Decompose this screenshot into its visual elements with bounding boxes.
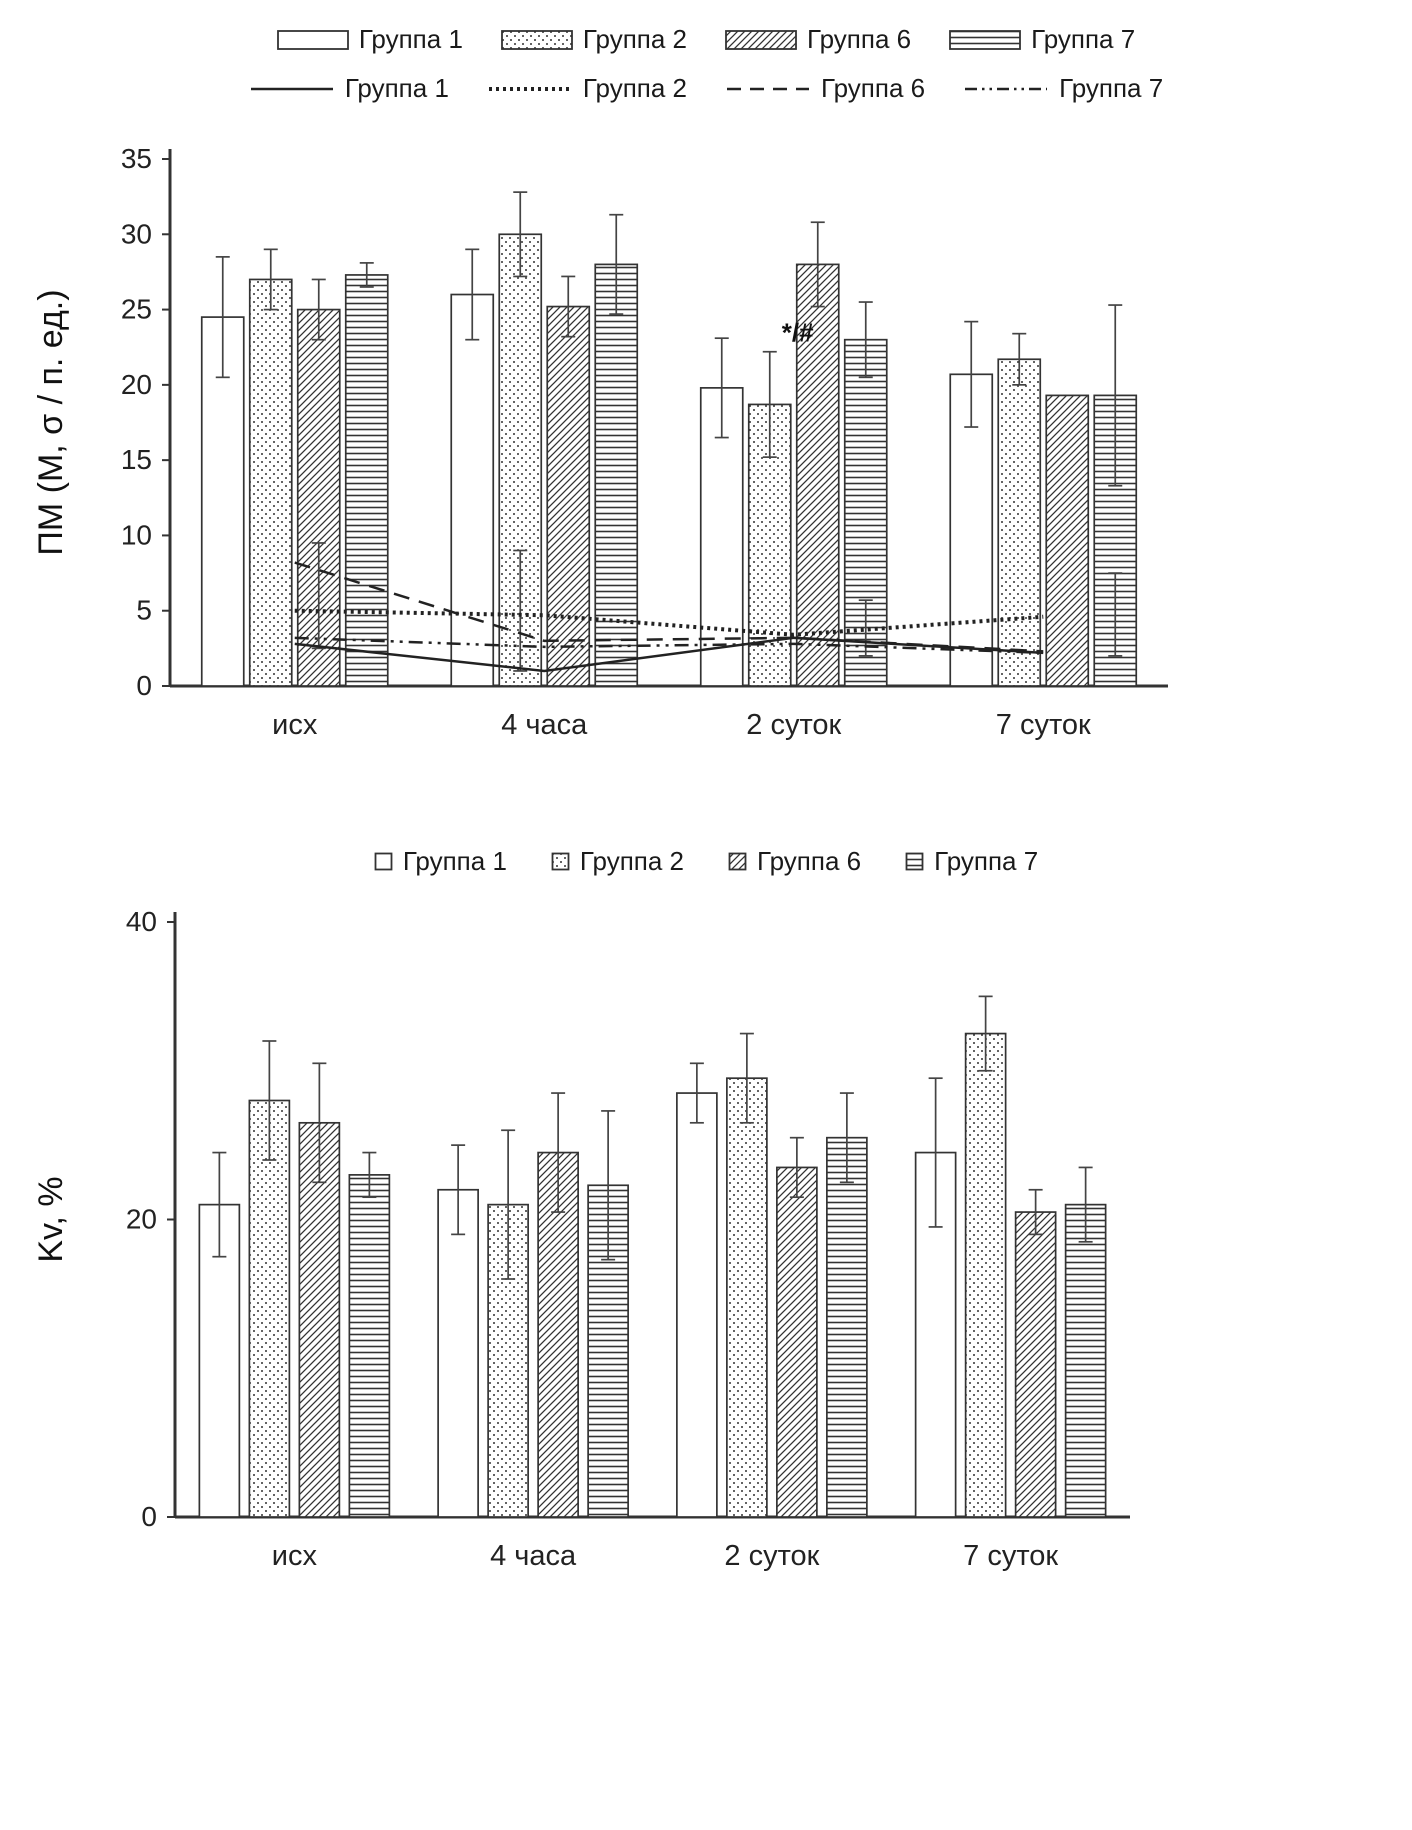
y-tick-label: 15 bbox=[121, 444, 152, 475]
bar-swatch-plain-icon bbox=[276, 29, 349, 50]
legend-label: Группа 1 bbox=[344, 73, 449, 103]
legend-item-group1-line: Группа 1 bbox=[249, 73, 449, 104]
bar-plain bbox=[200, 316, 245, 687]
square-swatch-diag-icon bbox=[728, 852, 747, 871]
line-swatch-dashed-icon bbox=[727, 87, 809, 90]
legend-label: Группа 2 bbox=[579, 846, 684, 876]
bar-diag bbox=[776, 1166, 818, 1518]
trend-line-solid bbox=[294, 636, 1044, 673]
y-axis-title: Kv, % bbox=[32, 1176, 70, 1262]
legend-label: Группа 6 bbox=[821, 73, 926, 103]
figure: Группа 1 Группа 2 Группа 6 Группа 7 Груп… bbox=[0, 0, 1412, 1637]
bar-hlines bbox=[594, 263, 639, 687]
y-tick-label: 20 bbox=[126, 1204, 157, 1235]
legend-item-group7-sq: Группа 7 bbox=[905, 846, 1038, 877]
x-tick-label: 2 суток bbox=[746, 709, 841, 741]
legend-label: Группа 2 bbox=[582, 24, 687, 54]
legend-item-group7-line: Группа 7 bbox=[963, 73, 1163, 104]
bar-dots bbox=[964, 1032, 1007, 1518]
y-tick-label: 40 bbox=[126, 906, 157, 937]
bar-dots bbox=[248, 1099, 291, 1518]
x-tick-label: 7 суток bbox=[996, 709, 1091, 741]
legend-label: Группа 1 bbox=[402, 846, 507, 876]
legend-item-group2-bar: Группа 2 bbox=[501, 24, 687, 55]
bar-diag bbox=[1014, 1211, 1057, 1518]
y-tick-label: 30 bbox=[121, 218, 152, 249]
bar-diag bbox=[546, 305, 591, 687]
legend-item-group7-bar: Группа 7 bbox=[949, 24, 1135, 55]
legend-item-group1-bar: Группа 1 bbox=[276, 24, 463, 55]
bar-swatch-dots-icon bbox=[501, 29, 573, 50]
legend-label: Группа 7 bbox=[934, 846, 1039, 876]
bar-diag bbox=[537, 1151, 579, 1518]
kv-chart-legend: Группа 1 Группа 2 Группа 6 Группа 7 bbox=[0, 846, 1412, 877]
legend-label: Группа 7 bbox=[1059, 73, 1164, 103]
trend-line-dotted bbox=[294, 608, 1044, 637]
y-axis-title: ПМ (М, σ / п. ед.) bbox=[32, 289, 70, 555]
y-tick-label: 0 bbox=[136, 670, 152, 701]
bar-diag bbox=[1045, 394, 1090, 687]
bar-dots bbox=[248, 278, 293, 687]
x-tick-label: 2 суток bbox=[724, 1540, 819, 1572]
square-swatch-plain-icon bbox=[374, 852, 393, 871]
legend-item-group6-sq: Группа 6 bbox=[728, 846, 861, 877]
legend-label: Группа 7 bbox=[1031, 24, 1136, 54]
bar-hlines bbox=[348, 1174, 391, 1518]
line-swatch-solid-icon bbox=[250, 87, 333, 90]
y-tick-label: 5 bbox=[136, 595, 152, 626]
legend-label: Группа 6 bbox=[807, 24, 912, 54]
legend-label: Группа 1 bbox=[358, 24, 463, 54]
legend-label: Группа 6 bbox=[757, 846, 862, 876]
legend-item-group2-sq: Группа 2 bbox=[551, 846, 684, 877]
line-swatch-dashdot-icon bbox=[965, 87, 1048, 90]
y-tick-label: 20 bbox=[121, 369, 152, 400]
legend-item-group6-bar: Группа 6 bbox=[725, 24, 911, 55]
bar-swatch-hlines-icon bbox=[949, 29, 1021, 50]
y-tick-label: 25 bbox=[121, 294, 152, 325]
bar-dots bbox=[726, 1077, 768, 1518]
kv-chart-canvas: 0 20 40 Kv, % исх 4 часа 2 суток 7 суток bbox=[32, 906, 1130, 1572]
bar-plain bbox=[450, 293, 495, 687]
trend-line-dashed bbox=[294, 561, 1044, 653]
kv-chart-block: Группа 1 Группа 2 Группа 6 Группа 7 0 20 4… bbox=[0, 846, 1412, 1637]
pm-chart-bar-legend: Группа 1 Группа 2 Группа 6 Группа 7 bbox=[0, 0, 1412, 55]
x-tick-label: исх bbox=[272, 709, 318, 741]
bar-plain bbox=[437, 1188, 479, 1518]
pm-chart-line-legend: Группа 1 Группа 2 Группа 6 Группа 7 bbox=[0, 73, 1412, 104]
x-tick-label: 7 суток bbox=[963, 1540, 1058, 1572]
y-tick-label: 10 bbox=[121, 519, 152, 550]
bar-hlines bbox=[826, 1136, 868, 1518]
bar-hlines bbox=[1064, 1203, 1107, 1518]
legend-label: Группа 2 bbox=[582, 73, 687, 103]
bar-dots bbox=[997, 358, 1042, 687]
y-tick-label: 35 bbox=[121, 143, 152, 174]
x-tick-label: исх bbox=[272, 1540, 318, 1572]
bar-hlines bbox=[344, 274, 389, 687]
square-swatch-dots-icon bbox=[551, 852, 570, 871]
line-swatch-dotted-icon bbox=[488, 86, 571, 91]
legend-item-group6-line: Группа 6 bbox=[725, 73, 925, 104]
annotation: */# bbox=[782, 318, 814, 348]
legend-item-group1-sq: Группа 1 bbox=[374, 846, 507, 877]
bar-swatch-diag-icon bbox=[725, 29, 797, 50]
pm-chart-canvas: 0 5 10 15 20 25 30 35 ПМ (М, σ / п. ед.) */# исх 4 … bbox=[32, 143, 1168, 741]
square-swatch-hlines-icon bbox=[905, 852, 924, 871]
y-tick-label: 0 bbox=[141, 1501, 157, 1532]
x-tick-label: 4 часа bbox=[501, 709, 588, 741]
bar-plain bbox=[676, 1092, 718, 1518]
trend-line-dashdotdot bbox=[294, 636, 1044, 655]
legend-item-group2-line: Группа 2 bbox=[487, 73, 687, 104]
bar-diag bbox=[795, 263, 840, 687]
x-tick-label: 4 часа bbox=[490, 1540, 577, 1572]
